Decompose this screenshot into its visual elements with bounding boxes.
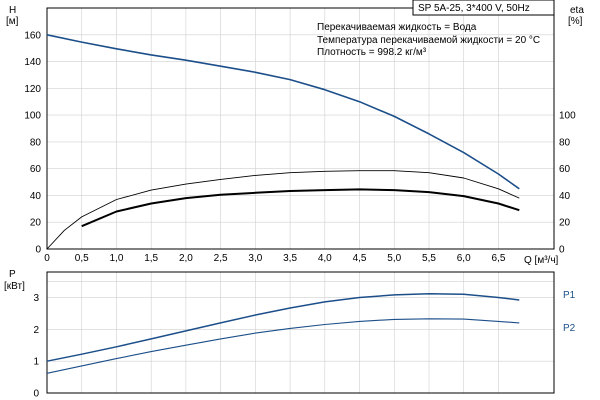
power-tick-label: 0 — [33, 389, 39, 400]
top-grid — [47, 8, 554, 249]
fluid-info-line-1: Перекачиваемая жидкость = Вода — [317, 22, 477, 33]
x-tick-label: 3,0 — [248, 253, 262, 264]
x-tick-label: 5,0 — [387, 253, 401, 264]
bottom-left-tick-labels: 0 1 2 3 — [33, 293, 39, 400]
model-box-frame — [412, 0, 555, 16]
model-box: SP 5A-25, 3*400 V, 50Hz — [412, 0, 555, 16]
left-tick-label: 120 — [24, 84, 41, 95]
left-axis-label-unit: [м] — [6, 16, 19, 27]
top-x-tick-labels: 0 0,5 1,0 1,5 2,0 2,5 3,0 3,5 4,0 4,5 5,0 5,5 6,0 6,5 — [44, 253, 506, 264]
left-tick-label: 0 — [35, 245, 41, 256]
left-tick-label: 80 — [30, 137, 42, 148]
x-tick-label: 4,0 — [318, 253, 332, 264]
left-tick-label: 140 — [24, 57, 41, 68]
left-tick-label: 160 — [24, 30, 41, 41]
x-tick-label: 2,0 — [179, 253, 193, 264]
x-tick-label: 0 — [44, 253, 50, 264]
power-tick-label: 2 — [33, 325, 39, 336]
model-box-text: SP 5A-25, 3*400 V, 50Hz — [418, 3, 530, 14]
x-tick-label: 6,5 — [491, 253, 505, 264]
power-axis-label-unit: [кВт] — [4, 281, 25, 292]
top-right-tick-labels: 0 20 40 60 80 100 — [559, 111, 576, 256]
right-tick-label: 0 — [559, 245, 565, 256]
x-tick-label: 5,5 — [422, 253, 436, 264]
power-tick-label: 1 — [33, 357, 39, 368]
right-tick-label: 100 — [559, 111, 576, 122]
head-curve — [46, 34, 520, 190]
p1-curve — [46, 292, 520, 362]
efficiency-total-curve — [46, 170, 520, 250]
x-tick-label: 0,5 — [75, 253, 89, 264]
top-plot-frame — [46, 7, 555, 250]
right-tick-label: 80 — [559, 137, 571, 148]
bottom-grid — [47, 272, 554, 393]
power-series-labels: P1 P2 — [563, 290, 576, 334]
right-tick-label: 20 — [559, 218, 571, 229]
p2-label: P2 — [563, 323, 576, 334]
left-tick-label: 20 — [30, 218, 42, 229]
power-chart: 0 1 2 3 P1 P2 P [кВт] — [4, 269, 576, 400]
x-axis-label: Q [м³/ч] — [524, 255, 559, 266]
p1-label: P1 — [563, 290, 576, 301]
x-tick-label: 2,5 — [214, 253, 228, 264]
top-left-tick-labels: 0 20 40 60 80 100 120 140 160 — [24, 30, 41, 255]
top-series — [46, 34, 520, 250]
left-axis-label-symbol: H — [9, 5, 16, 16]
left-tick-label: 40 — [30, 191, 42, 202]
p2-curve — [46, 318, 520, 374]
x-tick-label: 6,0 — [457, 253, 471, 264]
x-tick-label: 1,0 — [109, 253, 123, 264]
left-tick-label: 60 — [30, 164, 42, 175]
fluid-info-line-2: Температура перекачиваемой жидкости = 20… — [317, 35, 540, 46]
bottom-plot-frame — [46, 271, 555, 394]
right-axis-label-symbol: eta — [570, 5, 584, 16]
x-tick-label: 3,5 — [283, 253, 297, 264]
bottom-series — [46, 292, 520, 374]
power-axis-label-symbol: P — [9, 269, 16, 280]
power-tick-label: 3 — [33, 293, 39, 304]
x-tick-label: 4,5 — [353, 253, 367, 264]
x-tick-label: 1,5 — [144, 253, 158, 264]
fluid-info: Перекачиваемая жидкость = Вода Температу… — [317, 22, 540, 58]
right-tick-label: 60 — [559, 164, 571, 175]
right-tick-label: 40 — [559, 191, 571, 202]
right-axis-label-unit: [%] — [568, 16, 583, 27]
left-tick-label: 100 — [24, 111, 41, 122]
efficiency-pump-curve — [81, 188, 520, 228]
fluid-info-line-3: Плотность = 998.2 кг/м³ — [317, 47, 427, 58]
head-efficiency-chart: 0 0,5 1,0 1,5 2,0 2,5 3,0 3,5 4,0 4,5 5,0 5,5 6,0 6,5… — [6, 0, 584, 266]
